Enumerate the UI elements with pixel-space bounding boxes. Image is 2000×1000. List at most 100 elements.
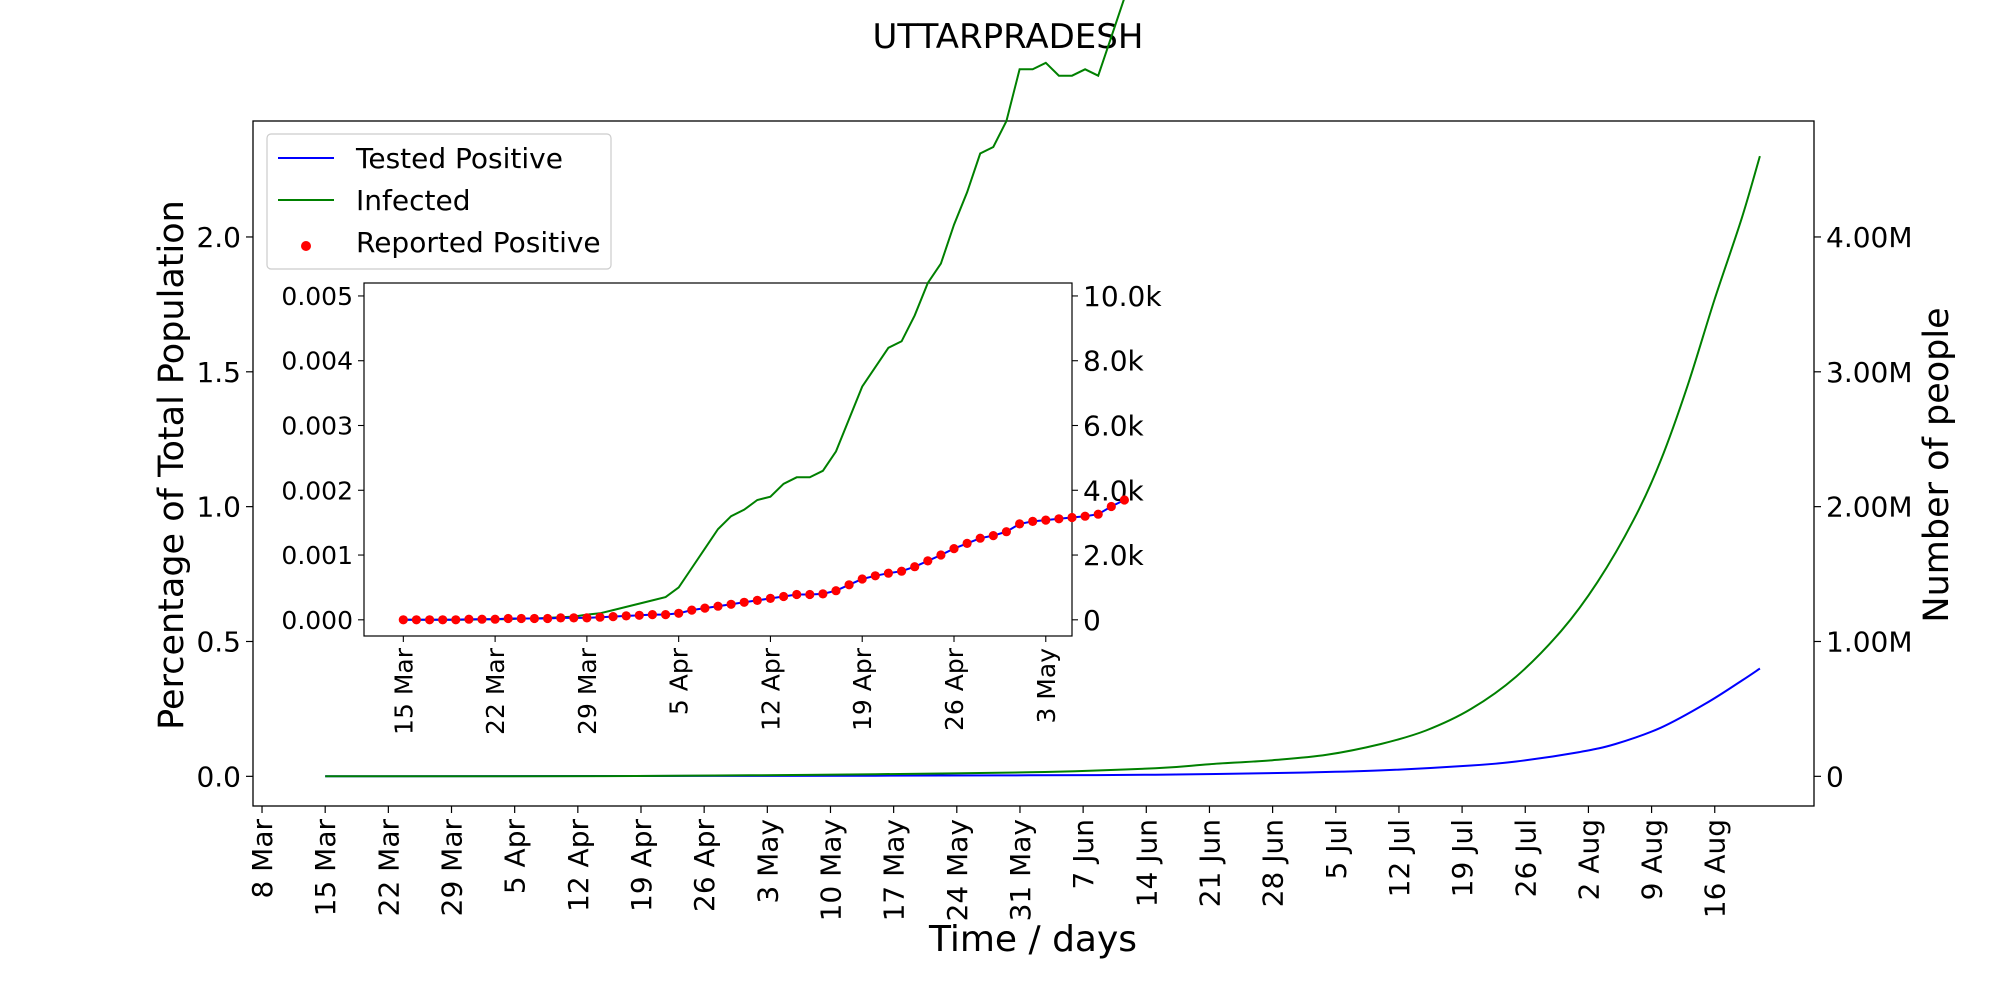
inset-y-tick-label: 0.004 <box>281 347 353 376</box>
inset-plot: 15 Mar 22 Mar 29 Mar 5 Apr 12 Apr 19 Apr 26 Ap… <box>281 0 1162 735</box>
y-tick-label: 0.5 <box>196 625 241 658</box>
reported-positive-point <box>739 597 749 607</box>
reported-positive-point <box>425 615 435 625</box>
reported-positive-point <box>792 589 802 600</box>
inset-x-tick-label: 19 Apr <box>848 647 877 731</box>
y-tick-label: 2.0 <box>196 221 241 254</box>
y-right-tick-label: 1.00M <box>1826 625 1913 658</box>
reported-positive-point <box>1028 516 1038 527</box>
reported-positive-point <box>569 613 579 623</box>
reported-positive-point <box>936 550 946 560</box>
reported-positive-point <box>805 589 815 600</box>
x-tick-label: 2 Aug <box>1572 819 1605 900</box>
reported-positive-point <box>779 591 789 602</box>
x-tick-label: 10 May <box>814 819 847 921</box>
inset-x-tick-label: 3 May <box>1032 648 1061 724</box>
reported-positive-point <box>490 614 500 624</box>
reported-positive-point <box>543 613 553 624</box>
reported-positive-point <box>726 599 736 609</box>
inset-y-right-tick-label: 4.0k <box>1083 474 1145 507</box>
x-axis-label: Time / days <box>928 919 1137 960</box>
x-tick-label: 5 Jul <box>1320 819 1353 880</box>
y-right-tick-label: 0 <box>1826 760 1844 793</box>
x-tick-label: 5 Apr <box>499 819 532 895</box>
reported-positive-point <box>1001 527 1012 537</box>
reported-positive-point <box>687 605 697 615</box>
y-tick-label: 0.0 <box>196 760 241 793</box>
reported-positive-point <box>608 612 618 622</box>
reported-positive-point <box>411 615 421 625</box>
x-tick-label: 12 Jul <box>1383 819 1416 897</box>
reported-positive-point <box>870 571 880 581</box>
x-tick-label: 3 May <box>751 819 784 904</box>
inset-x-tick-label: 22 Mar <box>481 647 510 735</box>
inset-x-tick-label: 26 Apr <box>940 647 969 731</box>
y-tick-label: 1.0 <box>196 491 241 524</box>
y-axis-label-left: Percentage of Total Population <box>152 200 192 730</box>
inset-x-tick-label: 15 Mar <box>389 647 418 735</box>
reported-positive-point <box>831 586 841 596</box>
inset-frame <box>363 282 1073 637</box>
reported-positive-point <box>438 615 448 625</box>
reported-positive-point <box>1041 515 1051 525</box>
inset-y-tick-label: 0.003 <box>281 411 353 440</box>
x-tick-label: 22 Mar <box>372 819 405 917</box>
reported-positive-point <box>661 610 671 620</box>
inset-y-right-tick-label: 2.0k <box>1083 539 1145 572</box>
reported-positive-point <box>1015 519 1025 529</box>
x-tick-label: 17 May <box>878 819 911 921</box>
reported-positive-point <box>844 580 854 590</box>
inset-y-right-tick-label: 8.0k <box>1083 345 1145 378</box>
reported-positive-point <box>503 613 513 624</box>
reported-positive-point <box>477 614 487 624</box>
x-tick-label: 8 Mar <box>246 819 279 899</box>
reported-positive-point <box>1080 511 1090 521</box>
reported-positive-point <box>647 610 658 620</box>
inset-y-tick-label: 0.000 <box>281 606 353 635</box>
reported-positive-point <box>516 613 526 624</box>
reported-positive-point <box>857 574 867 584</box>
legend: Tested Positive Infected Reported Positive <box>266 133 612 270</box>
inset-x-tick-label: 12 Apr <box>756 647 785 731</box>
x-tick-label: 15 Mar <box>309 819 342 917</box>
reported-positive-point <box>1119 495 1129 505</box>
x-tick-label: 28 Jun <box>1257 819 1290 907</box>
reported-positive-point <box>752 595 762 606</box>
reported-positive-point <box>582 613 592 623</box>
inset-y-right-tick-label: 0 <box>1083 604 1101 637</box>
reported-positive-point <box>883 568 894 578</box>
legend-marker-reported-positive <box>301 241 311 251</box>
reported-positive-point <box>962 538 972 549</box>
chart-title: UTTARPRADESH <box>873 17 1144 57</box>
reported-positive-point <box>1054 514 1064 524</box>
reported-positive-point <box>398 615 408 625</box>
reported-positive-point <box>910 562 920 572</box>
x-tick-label: 24 May <box>941 819 974 921</box>
reported-positive-point <box>1106 501 1116 512</box>
reported-positive-point <box>897 566 907 576</box>
y-axis-label-right: Number of people <box>1917 307 1957 622</box>
reported-positive-point <box>451 615 461 625</box>
legend-label: Tested Positive <box>355 142 563 175</box>
inset-x-tick-label: 5 Apr <box>665 647 694 715</box>
reported-positive-point <box>634 610 644 620</box>
inset-y-tick-label: 0.001 <box>281 541 353 570</box>
reported-positive-point <box>988 531 998 541</box>
y-right-tick-label: 4.00M <box>1826 221 1913 254</box>
y-right-tick-label: 2.00M <box>1826 491 1913 524</box>
x-tick-label: 21 Jun <box>1193 819 1226 907</box>
x-tick-label: 7 Jun <box>1067 819 1100 889</box>
x-tick-label: 29 Mar <box>436 819 469 917</box>
x-tick-label: 19 Apr <box>625 819 658 912</box>
legend-box <box>266 133 612 270</box>
reported-positive-point <box>818 589 828 599</box>
reported-positive-point <box>949 544 959 554</box>
y-tick-label: 1.5 <box>196 356 241 389</box>
plot-frame <box>252 120 1815 807</box>
y-right-tick-label: 3.00M <box>1826 356 1913 389</box>
series-line-infected <box>325 155 1761 778</box>
reported-positive-point <box>621 611 631 621</box>
reported-positive-point <box>464 614 474 624</box>
x-tick-label: 16 Aug <box>1699 819 1732 918</box>
reported-positive-point <box>1093 509 1103 519</box>
